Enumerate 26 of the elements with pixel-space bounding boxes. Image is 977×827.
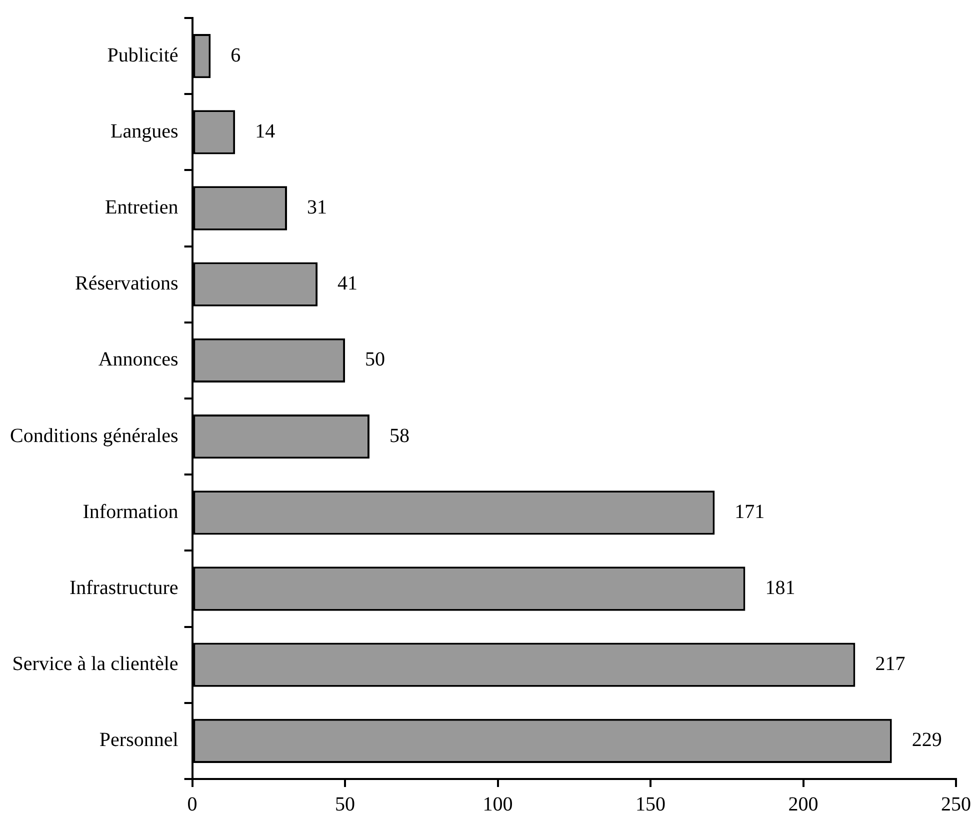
y-tick-label: Réservations bbox=[74, 272, 179, 295]
x-tick-label: 200 bbox=[788, 793, 818, 816]
data-label: 217 bbox=[875, 653, 906, 676]
data-label: 229 bbox=[912, 729, 942, 752]
data-label: 58 bbox=[389, 424, 410, 447]
x-tick-label: 150 bbox=[636, 793, 666, 816]
data-label: 14 bbox=[255, 120, 276, 142]
data-label: 50 bbox=[365, 348, 386, 371]
y-tick-label: Langues bbox=[110, 120, 179, 142]
y-tick-label: Publicité bbox=[107, 44, 178, 66]
data-label: 31 bbox=[307, 196, 327, 218]
x-tick-label: 250 bbox=[941, 793, 971, 816]
y-tick-label: Information bbox=[82, 500, 178, 523]
y-tick-label: Infrastructure bbox=[69, 577, 178, 599]
data-label: 6 bbox=[230, 44, 241, 66]
data-label: 171 bbox=[734, 500, 765, 523]
data-label: 41 bbox=[338, 272, 358, 295]
y-tick-label: Service à la clientèle bbox=[12, 653, 178, 676]
x-tick-label: 100 bbox=[482, 793, 513, 816]
y-tick-label: Entretien bbox=[104, 196, 178, 218]
x-tick-label: 0 bbox=[187, 793, 198, 816]
y-tick-label: Personnel bbox=[99, 729, 179, 752]
y-tick-label: Annonces bbox=[98, 348, 179, 371]
y-tick-label: Conditions générales bbox=[10, 424, 179, 447]
data-label: 181 bbox=[765, 577, 796, 599]
x-tick-label: 50 bbox=[335, 793, 356, 816]
